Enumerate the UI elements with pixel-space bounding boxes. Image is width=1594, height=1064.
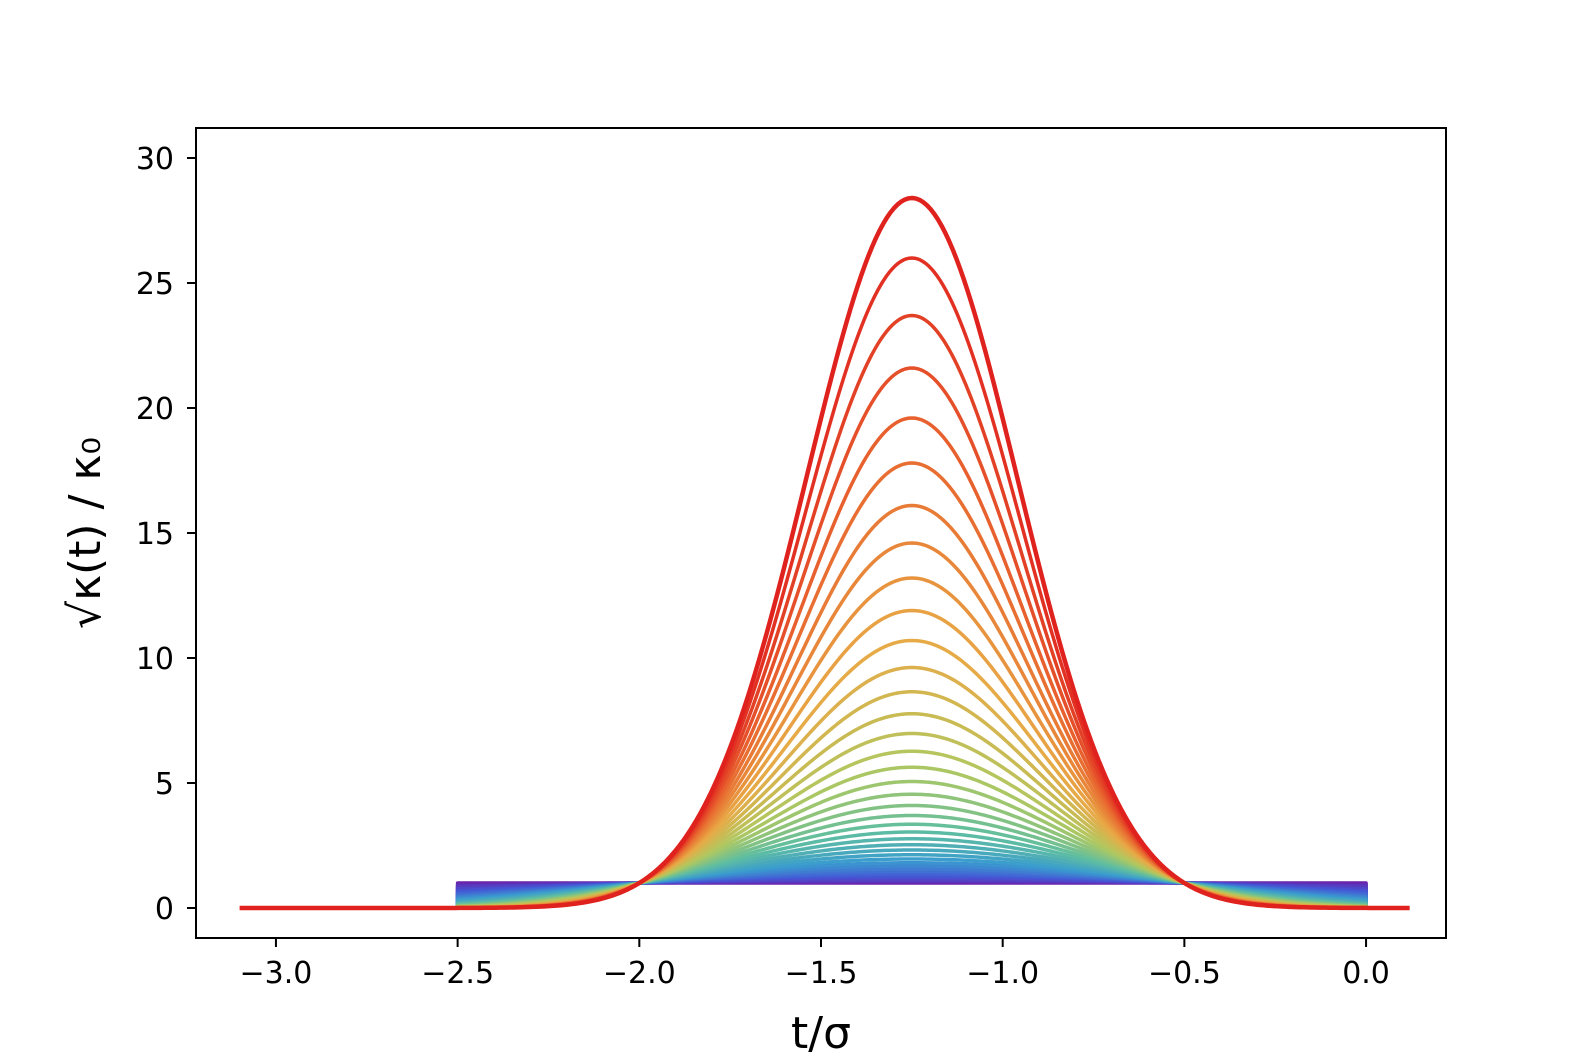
series-line (455, 366, 1368, 910)
x-axis-ticks: −3.0 −2.5 −2.0 −1.5 −1.0 −0.5 0.0 (240, 938, 1390, 991)
y-tick-label: 20 (136, 392, 174, 427)
y-tick-label: 5 (155, 767, 174, 802)
plot-frame (195, 127, 1447, 939)
y-tick-label: 15 (136, 517, 174, 552)
y-tick-label: 30 (136, 142, 174, 177)
y-axis-label: √κ(t) / κ₀ (60, 437, 111, 629)
x-axis-label: t/σ (791, 1008, 851, 1059)
curves-group (239, 195, 1410, 911)
y-tick-label: 25 (136, 267, 174, 302)
x-tick-label: 0.0 (1342, 956, 1390, 991)
series-line (455, 256, 1368, 910)
x-tick-label: −2.5 (421, 956, 494, 991)
x-tick-label: −0.5 (1148, 956, 1221, 991)
series-line (239, 195, 1410, 911)
y-tick-label: 10 (136, 642, 174, 677)
y-axis-ticks: 0 5 10 15 20 25 30 (136, 142, 196, 927)
y-tick-label: 0 (155, 892, 174, 927)
x-tick-label: −3.0 (240, 956, 313, 991)
series-line (455, 503, 1368, 910)
series-line (455, 461, 1368, 910)
x-tick-label: −1.0 (966, 956, 1039, 991)
x-tick-label: −2.0 (603, 956, 676, 991)
x-tick-label: −1.5 (785, 956, 858, 991)
series-line (455, 416, 1368, 910)
